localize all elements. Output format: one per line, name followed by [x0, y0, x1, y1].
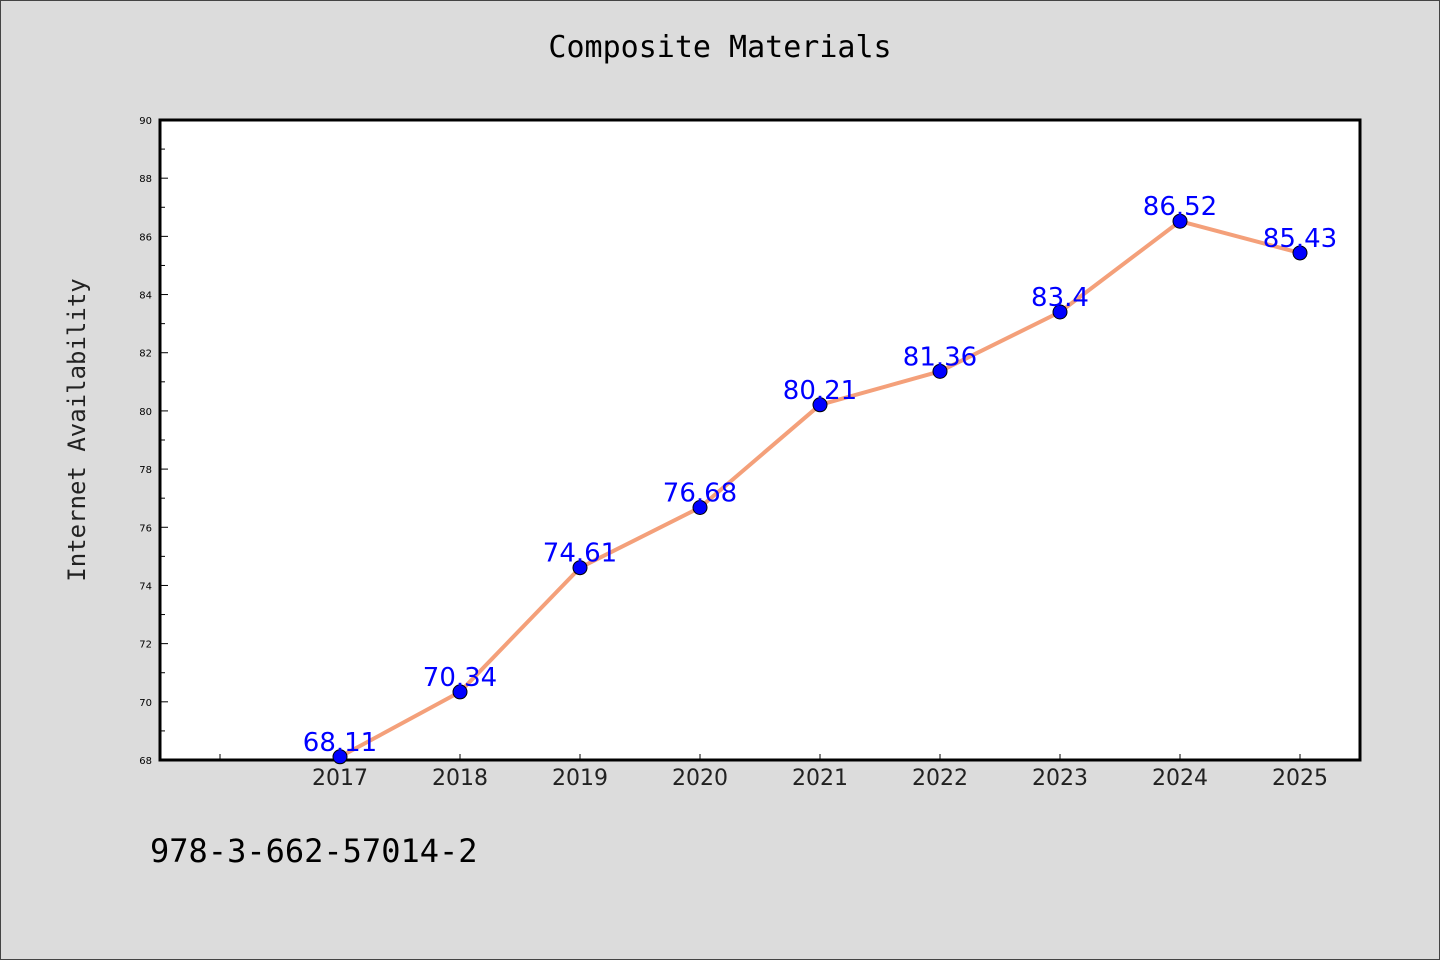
data-label: 83.4 — [1031, 283, 1089, 313]
data-point — [452, 684, 468, 700]
chart-title: Composite Materials — [548, 30, 892, 65]
y-axis-label: Internet Availability — [63, 278, 91, 581]
data-point — [332, 749, 348, 765]
y-tick-label: 72 — [139, 640, 152, 651]
data-label: 81.36 — [903, 342, 977, 372]
y-tick-label: 88 — [139, 174, 152, 185]
plot-border — [158, 118, 1362, 762]
y-tick-label: 76 — [139, 523, 152, 534]
x-tick-label: 2025 — [1272, 766, 1328, 791]
data-point — [692, 499, 708, 515]
y-tick-label: 86 — [139, 232, 152, 243]
x-tick-label: 2022 — [912, 766, 968, 791]
y-tick-label: 90 — [139, 116, 152, 127]
data-point — [812, 397, 828, 413]
data-point — [932, 363, 948, 379]
data-label: 68.11 — [303, 728, 377, 758]
y-tick-label: 70 — [139, 698, 152, 709]
x-tick-label: 2019 — [552, 766, 608, 791]
data-label: 80.21 — [783, 376, 857, 406]
data-label: 74.61 — [543, 539, 617, 569]
x-tick-label: 2017 — [312, 766, 368, 791]
data-point — [1292, 245, 1308, 261]
x-tick-label: 2024 — [1152, 766, 1208, 791]
data-point — [1172, 213, 1188, 229]
x-tick-label: 2021 — [792, 766, 848, 791]
plot-area — [160, 120, 1360, 760]
x-tick-label: 2018 — [432, 766, 488, 791]
x-tick-label: 2020 — [672, 766, 728, 791]
y-tick-label: 68 — [139, 756, 152, 767]
data-label: 86.52 — [1143, 192, 1217, 222]
data-point — [1052, 304, 1068, 320]
y-tick-label: 74 — [139, 581, 152, 592]
data-label: 85.43 — [1263, 224, 1337, 254]
y-tick-label: 78 — [139, 465, 152, 476]
y-tick-label: 82 — [139, 349, 152, 360]
x-tick-label: 2023 — [1032, 766, 1088, 791]
y-tick-label: 84 — [139, 291, 152, 302]
data-point — [572, 560, 588, 576]
isbn-code: 978-3-662-57014-2 — [150, 832, 478, 870]
y-tick-label: 80 — [139, 407, 152, 418]
data-label: 70.34 — [423, 663, 497, 693]
data-label: 76.68 — [663, 478, 737, 508]
